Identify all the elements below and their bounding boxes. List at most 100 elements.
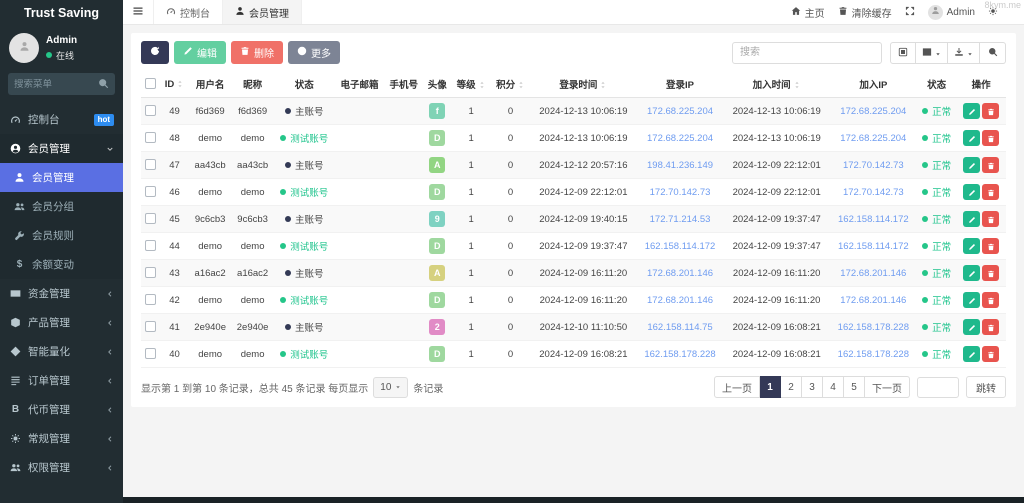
row-delete-button[interactable]	[982, 346, 1000, 362]
join-ip-link[interactable]: 172.68.225.204	[840, 132, 907, 144]
join-ip-link[interactable]: 162.158.178.228	[837, 321, 909, 333]
page-button-3[interactable]: 3	[802, 376, 823, 398]
row-edit-button[interactable]	[963, 211, 981, 227]
prev-page-button[interactable]: 上一页	[714, 376, 760, 398]
search-button[interactable]	[980, 41, 1006, 64]
join-ip-link[interactable]: 172.68.225.204	[840, 105, 907, 117]
row-edit-button[interactable]	[963, 292, 981, 308]
login-ip-link[interactable]: 162.158.114.75	[647, 321, 713, 333]
row-checkbox[interactable]	[145, 240, 157, 252]
select-all-checkbox[interactable]	[145, 78, 157, 90]
row-delete-button[interactable]	[982, 238, 1000, 254]
join-ip-link[interactable]: 172.70.142.73	[842, 159, 904, 171]
login-ip-link[interactable]: 172.68.201.146	[647, 267, 714, 279]
join-ip-link[interactable]: 172.68.201.146	[840, 267, 907, 279]
join-ip-link[interactable]: 162.158.178.228	[837, 348, 909, 360]
sidebar-item-funds[interactable]: 资金管理	[0, 279, 123, 308]
row-delete-button[interactable]	[982, 211, 1000, 227]
sidebar-item-general[interactable]: 常规管理	[0, 424, 123, 453]
row-delete-button[interactable]	[982, 319, 1000, 335]
login-ip-link[interactable]: 172.68.201.146	[647, 294, 714, 306]
delete-button[interactable]: 删除	[231, 41, 283, 64]
row-checkbox[interactable]	[145, 186, 157, 198]
row-checkbox[interactable]	[145, 267, 157, 279]
login-ip-link[interactable]: 162.158.178.228	[644, 348, 716, 360]
refresh-button[interactable]	[141, 41, 169, 64]
edit-button[interactable]: 编辑	[174, 41, 226, 64]
row-edit-button[interactable]	[963, 184, 981, 200]
join-ip-link[interactable]: 172.70.142.73	[842, 186, 904, 198]
row-edit-button[interactable]	[963, 319, 981, 335]
login-ip-link[interactable]: 172.68.225.204	[647, 105, 714, 117]
table-search-input[interactable]	[732, 41, 882, 64]
sidebar-item-member-groups[interactable]: 会员分组	[0, 192, 123, 221]
row-checkbox[interactable]	[145, 294, 157, 306]
row-delete-button[interactable]	[982, 292, 1000, 308]
page-size-select[interactable]: 10	[373, 376, 409, 398]
column-header-id: ID	[160, 71, 189, 98]
tab-dashboard[interactable]: 控制台	[153, 0, 223, 24]
page-button-5[interactable]: 5	[844, 376, 865, 398]
state-label: 正常	[932, 134, 952, 145]
row-edit-button[interactable]	[963, 130, 981, 146]
row-checkbox[interactable]	[145, 159, 157, 171]
fullscreen-button[interactable]	[905, 6, 915, 19]
avatar-cell: D	[423, 286, 452, 314]
page-button-1[interactable]: 1	[760, 376, 781, 398]
row-delete-button[interactable]	[982, 184, 1000, 200]
sidebar-item-permissions[interactable]: 权限管理	[0, 453, 123, 482]
join-ip-link[interactable]: 162.158.114.172	[838, 240, 909, 252]
row-checkbox[interactable]	[145, 348, 157, 360]
row-delete-button[interactable]	[982, 265, 1000, 281]
sidebar-search-button[interactable]	[98, 77, 109, 92]
row-checkbox[interactable]	[145, 321, 157, 333]
sidebar-item-member-list[interactable]: 会员管理	[0, 163, 123, 192]
home-link[interactable]: 主页	[791, 5, 825, 20]
row-edit-button[interactable]	[963, 265, 981, 281]
export-button[interactable]	[948, 41, 980, 64]
join-ip-link[interactable]: 162.158.114.172	[838, 213, 909, 225]
row-delete-button[interactable]	[982, 103, 1000, 119]
join-ip-link[interactable]: 172.68.201.146	[840, 294, 907, 306]
row-edit-button[interactable]	[963, 346, 981, 362]
sidebar-item-members[interactable]: 会员管理	[0, 134, 123, 163]
sidebar-item-products[interactable]: 产品管理	[0, 308, 123, 337]
state-label: 正常	[932, 242, 952, 253]
login-ip-link[interactable]: 198.41.236.149	[647, 159, 714, 171]
row-checkbox[interactable]	[145, 132, 157, 144]
row-delete-button[interactable]	[982, 130, 1000, 146]
clear-cache-link[interactable]: 清除缓存	[838, 5, 892, 20]
login-ip-link[interactable]: 172.70.142.73	[649, 186, 711, 198]
login-ip-link[interactable]: 172.71.214.53	[649, 213, 711, 225]
row-checkbox[interactable]	[145, 213, 157, 225]
sidebar-item-dashboard[interactable]: 控制台 hot	[0, 105, 123, 134]
trash-icon	[987, 320, 995, 335]
row-delete-button[interactable]	[982, 157, 1000, 173]
tab-members[interactable]: 会员管理	[223, 0, 302, 24]
sidebar-toggle-button[interactable]	[123, 0, 153, 24]
row-edit-button[interactable]	[963, 103, 981, 119]
login-ip-link[interactable]: 162.158.114.172	[644, 240, 716, 252]
jump-button[interactable]: 跳转	[966, 376, 1006, 398]
login-ip-link[interactable]: 172.68.225.204	[647, 132, 714, 144]
sidebar-item-orders[interactable]: 订单管理	[0, 366, 123, 395]
sidebar-item-tokens[interactable]: B 代币管理	[0, 395, 123, 424]
settings-button[interactable]	[988, 6, 998, 19]
sidebar-item-member-rules[interactable]: 会员规则	[0, 221, 123, 250]
sidebar-item-balance-changes[interactable]: $ 余额变动	[0, 250, 123, 279]
state-label: 正常	[932, 188, 952, 199]
topbar-user-menu[interactable]: Admin	[927, 4, 975, 20]
page-button-4[interactable]: 4	[823, 376, 844, 398]
columns-button[interactable]	[916, 41, 948, 64]
page-button-2[interactable]: 2	[781, 376, 802, 398]
toggle-view-button[interactable]	[890, 41, 916, 64]
row-edit-button[interactable]	[963, 157, 981, 173]
sidebar-item-quant[interactable]: 智能量化	[0, 337, 123, 366]
next-page-button[interactable]: 下一页	[865, 376, 910, 398]
more-button[interactable]: 更多	[288, 41, 340, 64]
account-type-cell: 测试账号	[273, 286, 335, 314]
row-edit-button[interactable]	[963, 238, 981, 254]
row-checkbox[interactable]	[145, 105, 157, 117]
sidebar-search-input[interactable]	[14, 78, 98, 90]
jump-page-input[interactable]	[917, 376, 959, 398]
